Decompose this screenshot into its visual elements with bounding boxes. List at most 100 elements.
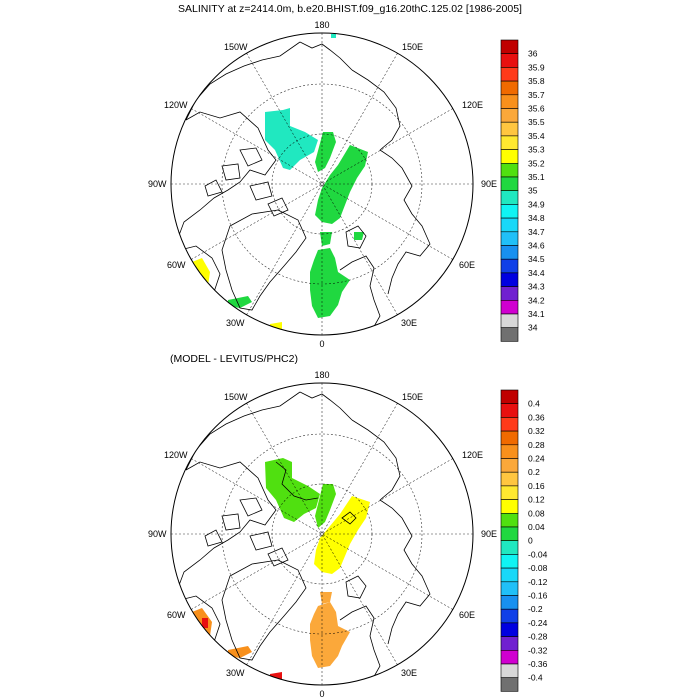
p1-colorbar-label-17: 34.3: [528, 282, 545, 292]
p2-colorbar-label-1: 0.36: [528, 412, 545, 422]
p2-colorbar-box-17: [500, 622, 519, 637]
p1-field-yellow-atlantic: [270, 322, 282, 332]
p2-colorbar-label-6: 0.16: [528, 481, 545, 491]
p2-field-orange-strait: [320, 592, 332, 604]
p2-lon-60w: 60W: [167, 610, 186, 620]
p1-colorbar-label-7: 35.3: [528, 145, 545, 155]
p2-colorbar-box-2: [500, 417, 519, 432]
p1-lon-180: 180: [314, 20, 329, 30]
p2-colorbar-label-15: -0.2: [528, 604, 543, 614]
p1-lon-150w: 150W: [224, 42, 248, 52]
p2-colorbar-label-7: 0.12: [528, 495, 545, 505]
panel2-graticule: [171, 383, 473, 685]
p1-field-green-atlantic: [228, 296, 252, 308]
p1-colorbar-box-4: [500, 94, 519, 109]
p2-lon-60e: 60E: [459, 610, 475, 620]
p2-lon-0: 0: [319, 689, 324, 699]
p1-field-green-makarov: [315, 132, 336, 172]
p2-lon-180: 180: [314, 370, 329, 380]
p1-field-cyan-canada-basin: [265, 108, 318, 170]
p2-lon-90w: 90W: [148, 529, 167, 539]
p1-colorbar-box-10: [500, 176, 519, 191]
p1-lon-90e: 90E: [481, 179, 497, 189]
p2-field-orange-atlantic: [228, 646, 252, 658]
p2-colorbar-label-10: 0: [528, 536, 533, 546]
p2-lon-30w: 30W: [226, 668, 245, 678]
p2-colorbar-label-12: -0.08: [528, 563, 548, 573]
p2-colorbar-box-15: [500, 595, 519, 610]
p1-colorbar-box-5: [500, 108, 519, 123]
p2-colorbar-label-17: -0.28: [528, 632, 548, 642]
p1-lon-30w: 30W: [226, 318, 245, 328]
p2-field-red-atlantic: [270, 672, 282, 682]
p1-colorbar-box-16: [500, 258, 519, 274]
p2-lon-120e: 120E: [462, 450, 483, 460]
p1-coast-greenland: [221, 209, 307, 311]
p1-colorbar-label-11: 34.9: [528, 199, 545, 209]
p2-colorbar-box-14: [500, 581, 519, 596]
p1-colorbar-box-21: [500, 327, 519, 342]
p2-colorbar-label-20: -0.4: [528, 673, 543, 683]
p2-colorbar-box-16: [500, 608, 519, 624]
p1-colorbar-label-14: 34.6: [528, 241, 545, 251]
p2-colorbar-label-4: 0.24: [528, 454, 545, 464]
p1-colorbar-label-10: 35: [528, 186, 538, 196]
p1-colorbar-label-12: 34.8: [528, 213, 545, 223]
p1-coast-siberia: [379, 149, 431, 295]
p2-colorbar-box-12: [500, 554, 519, 569]
p1-colorbar-label-1: 35.9: [528, 62, 545, 72]
p2-coast-alaska-canada: [177, 461, 277, 589]
panel2-lon-labels: 180 0 90W 90E 150W 120W 150E 120E 60W 30…: [148, 370, 497, 699]
p1-colorbar-label-2: 35.8: [528, 76, 545, 86]
p2-field-green-canada-basin: [265, 458, 320, 522]
p2-lon-30e: 30E: [401, 668, 417, 678]
p2-colorbar-box-4: [500, 444, 519, 459]
p2-lon-120w: 120W: [164, 450, 188, 460]
p1-colorbar-label-3: 35.7: [528, 90, 545, 100]
p1-colorbar-box-19: [500, 299, 519, 315]
p2-lon-150e: 150E: [402, 392, 423, 402]
p2-colorbar-box-19: [500, 649, 519, 665]
panel1-map: [170, 32, 474, 336]
panel1-lon-labels: 180 0 90W 90E 150W 120W 150E 120E 60W 30…: [148, 20, 497, 349]
p2-colorbar-label-9: 0.04: [528, 522, 545, 532]
p1-colorbar-box-18: [500, 286, 519, 301]
panel-model-minus-levitus: (MODEL - LEVITUS/PHC2): [148, 353, 548, 699]
p2-colorbar-label-13: -0.12: [528, 577, 548, 587]
p2-coast-chukotka: [351, 419, 401, 501]
p1-coast-svalbard: [345, 225, 367, 249]
panel2-map: [170, 382, 474, 686]
p2-colorbar-box-18: [500, 636, 519, 651]
p2-colorbar-label-2: 0.32: [528, 426, 545, 436]
p1-colorbar-label-15: 34.5: [528, 254, 545, 264]
panel1-graticule: [171, 33, 473, 335]
p2-colorbar-label-18: -0.32: [528, 645, 548, 655]
p1-lon-120w: 120W: [164, 100, 188, 110]
p1-colorbar-box-14: [500, 231, 519, 246]
p2-lon-90e: 90E: [481, 529, 497, 539]
p2-coast-archipelago: [204, 497, 289, 567]
p2-coast-siberia: [379, 499, 431, 645]
p2-coast-scandinavia: [339, 605, 381, 684]
p1-lon-150e: 150E: [402, 42, 423, 52]
p2-contour-zero-1: [275, 461, 319, 501]
p2-coast-svalbard: [345, 575, 367, 599]
p2-colorbar-label-16: -0.24: [528, 618, 548, 628]
p1-coast-chukotka: [351, 69, 401, 151]
p1-lon-60w: 60W: [167, 260, 186, 270]
p2-field-red-labrador: [202, 618, 208, 628]
p1-coast-alaska-west: [185, 41, 301, 121]
p1-colorbar-box-12: [500, 204, 519, 219]
p2-colorbar-label-5: 0.2: [528, 467, 540, 477]
panel1-colorbar: 36 35.9 35.8 35.7 35.6 35.5 35.4 35.3 35.2 35.1 35…: [500, 39, 545, 342]
p2-colorbar-label-19: -0.36: [528, 659, 548, 669]
p2-field-yellow-lomonosov: [314, 496, 370, 574]
p1-colorbar-box-7: [500, 135, 519, 150]
panel2-colorbar: 0.4 0.36 0.32 0.28 0.24 0.2 0.16 0.12 0.08 0.04 0 -…: [500, 389, 548, 692]
p1-field-green-greenland-sea: [310, 248, 350, 318]
p1-colorbar-label-16: 34.4: [528, 268, 545, 278]
panel1-title: SALINITY at z=2414.0m, b.e20.BHIST.f09_g…: [178, 3, 522, 15]
panel1-coastlines: [177, 41, 431, 334]
p2-colorbar-box-21: [500, 677, 519, 692]
p1-colorbar-label-13: 34.7: [528, 227, 545, 237]
